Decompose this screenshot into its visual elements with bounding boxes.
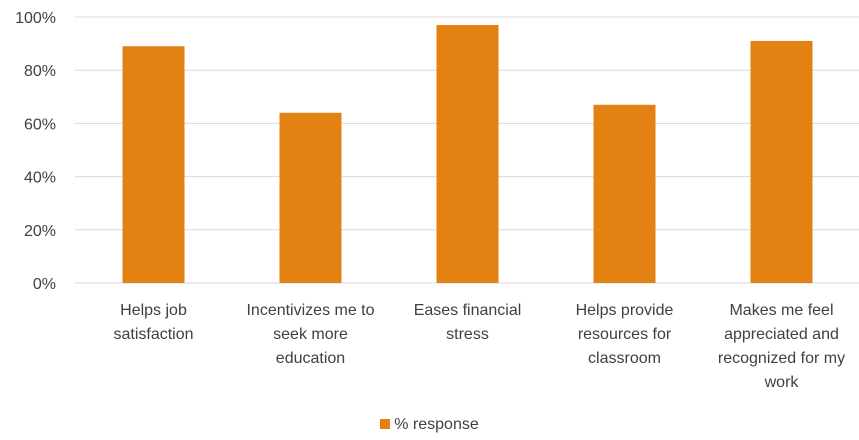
legend: % response [0,416,859,434]
x-tick-label: Helps provide [576,302,674,319]
x-tick-label: classroom [588,350,661,367]
bars [122,24,813,284]
x-tick-label: seek more [273,326,348,343]
x-tick-label: appreciated and [724,326,839,343]
y-tick-label: 0% [33,276,56,293]
legend-swatch [380,419,391,429]
bar [279,112,342,283]
y-tick-label: 40% [24,170,56,187]
x-tick-label: Makes me feel [729,302,833,319]
x-tick-label: resources for [578,326,672,343]
x-tick-label: Eases financial [414,302,522,319]
y-tick-label: 80% [24,63,56,80]
bar [436,24,499,283]
y-axis-ticks: 0% 20% 40% 60% 80% 100% [15,10,56,293]
y-tick-label: 60% [24,116,56,133]
x-axis-labels: Helps job satisfaction Incentivizes me to s… [113,302,845,391]
x-tick-label: recognized for my [718,350,845,367]
bar [122,46,185,284]
bar [593,104,656,283]
bar [750,40,813,283]
y-tick-label: 100% [15,10,56,27]
x-tick-label: Incentivizes me to [246,302,374,319]
legend-label: % response [394,416,479,433]
x-tick-label: satisfaction [113,326,193,343]
y-tick-label: 20% [24,223,56,240]
x-tick-label: Helps job [120,302,187,319]
x-tick-label: education [276,350,345,367]
x-tick-label: work [764,374,800,391]
bar-chart: 0% 20% 40% 60% 80% 100% Helps job satisfaction… [15,10,859,391]
x-tick-label: stress [446,326,489,343]
